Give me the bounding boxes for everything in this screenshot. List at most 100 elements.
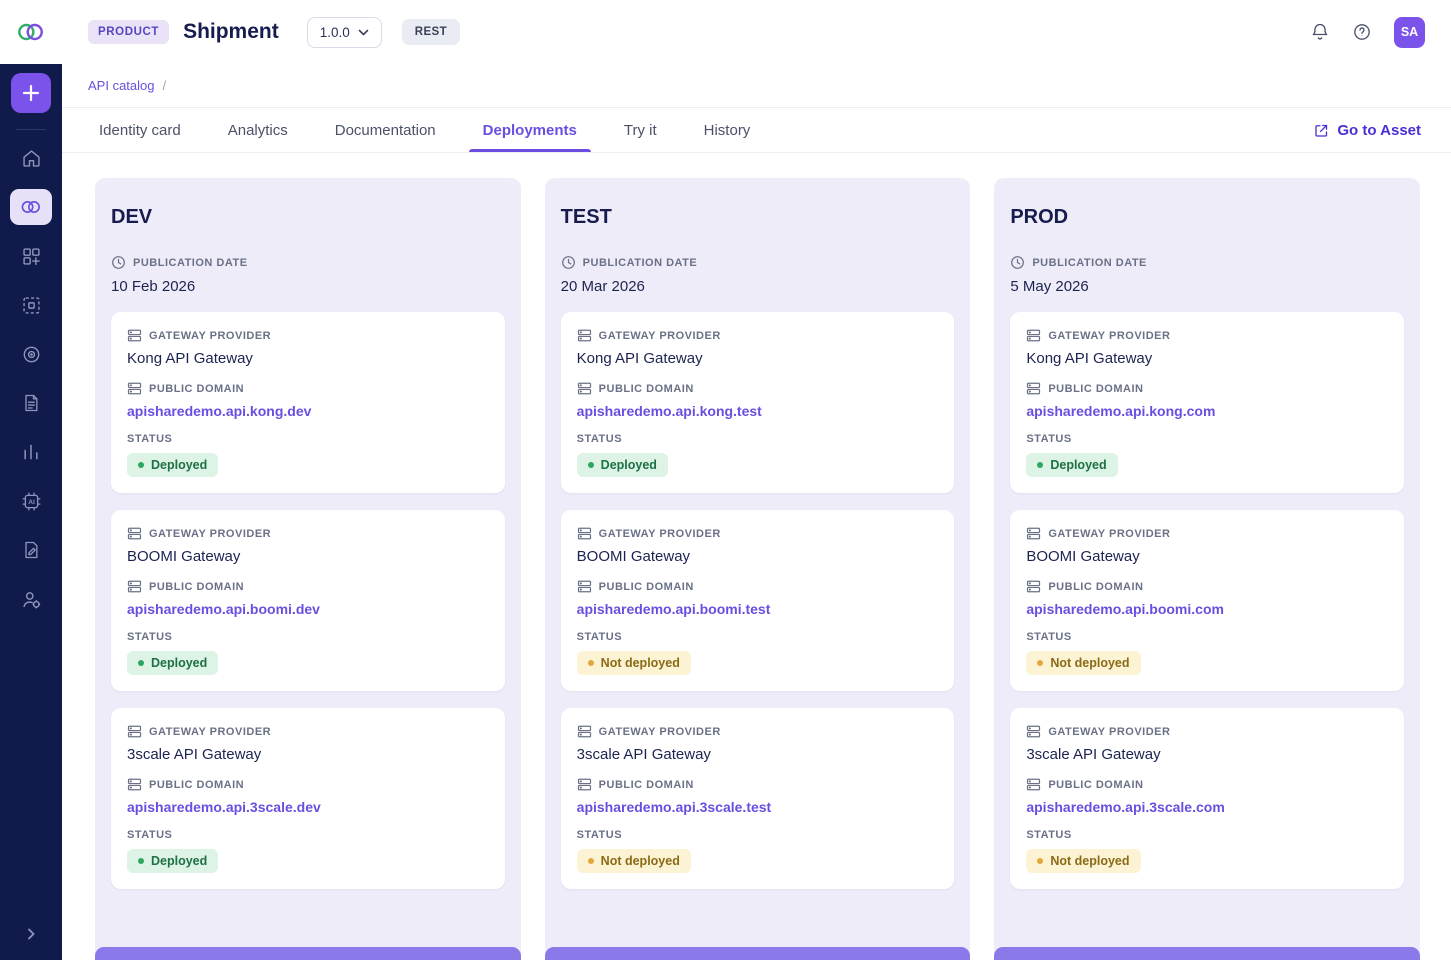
gateway-provider-row: GATEWAY PROVIDER [577,526,939,541]
public-domain-row: PUBLIC DOMAIN [127,579,489,594]
notifications-button[interactable] [1310,22,1330,42]
sidebar-item-documents[interactable] [10,385,52,421]
gateway-name: BOOMI Gateway [1026,548,1140,565]
app-logo[interactable] [0,0,62,64]
product-type-badge: PRODUCT [88,20,170,44]
status-badge: Deployed [576,453,668,477]
status-badge: Deployed [127,453,219,477]
gateway-provider-label: GATEWAY PROVIDER [149,329,272,342]
gateway-provider-row: GATEWAY PROVIDER [127,526,489,541]
deployment-card: GATEWAY PROVIDER BOOMI Gateway PUBLIC DO… [1010,510,1405,691]
gateway-provider-label: GATEWAY PROVIDER [1048,725,1171,738]
status-dot-icon [138,858,144,864]
go-to-asset-label: Go to Asset [1337,121,1421,139]
help-button[interactable] [1352,22,1372,42]
sidebar-item-workspace[interactable] [10,287,52,323]
create-button[interactable] [11,73,51,113]
publication-date-row: PUBLICATION DATE [561,255,955,270]
tab-documentation[interactable]: Documentation [333,108,438,152]
sidebar-item-modules[interactable] [10,238,52,274]
deployment-card: GATEWAY PROVIDER BOOMI Gateway PUBLIC DO… [560,510,955,691]
gateway-provider-row: GATEWAY PROVIDER [1026,724,1388,739]
status-dot-icon [1037,660,1044,666]
sidebar-item-target[interactable] [10,336,52,372]
tab-analytics[interactable]: Analytics [226,108,290,152]
status-text: Not deployed [1050,656,1130,670]
server-stack-icon [577,329,591,342]
user-gear-icon [22,591,40,609]
server-stack-icon [577,527,591,540]
gateway-name: BOOMI Gateway [576,548,691,565]
topbar-actions: SA [1310,16,1425,48]
sidebar-item-user-settings[interactable] [10,581,52,617]
tab-deployments[interactable]: Deployments [468,108,592,152]
status-badge: Deployed [127,849,219,873]
page-title: Shipment [183,20,279,43]
status-text: Not deployed [600,854,680,868]
deployment-card: GATEWAY PROVIDER Kong API Gateway PUBLIC… [1010,312,1405,493]
status-label: STATUS [576,631,623,643]
public-domain-link[interactable]: apisharedemo.api.3scale.com [1026,799,1225,815]
sidebar-item-contracts[interactable] [10,532,52,568]
tab-try-it[interactable]: Try it [622,108,659,152]
version-dropdown[interactable]: 1.0.0 [306,16,382,48]
server-stack-icon [577,382,591,395]
gateway-name: Kong API Gateway [576,350,703,367]
breadcrumb-api-catalog[interactable]: API catalog [88,78,155,93]
public-domain-row: PUBLIC DOMAIN [1026,579,1388,594]
public-domain-label: PUBLIC DOMAIN [598,580,694,593]
status-label: STATUS [576,829,623,841]
sidebar-item-ai[interactable]: AI [10,483,52,519]
server-stack-icon [1027,382,1041,395]
document-icon [25,394,38,412]
publication-date-row: PUBLICATION DATE [1010,255,1404,270]
status-label: STATUS [576,433,623,445]
server-stack-icon [127,527,142,540]
public-domain-label: PUBLIC DOMAIN [149,778,245,791]
deployment-card: GATEWAY PROVIDER BOOMI Gateway PUBLIC DO… [111,510,505,691]
tab-identity-card[interactable]: Identity card [97,108,183,152]
server-stack-icon [1027,725,1041,738]
status-dot-icon [587,858,594,864]
deployments-content: DEV PUBLICATION DATE 10 Feb 2026 GATEWAY… [62,153,1451,960]
public-domain-link[interactable]: apisharedemo.api.boomi.com [1026,601,1224,617]
public-domain-link[interactable]: apisharedemo.api.boomi.dev [127,601,320,617]
tab-history[interactable]: History [702,108,753,152]
status-dot-icon [1037,462,1044,468]
status-text: Deployed [151,854,208,868]
gateway-name: 3scale API Gateway [576,746,711,763]
public-domain-row: PUBLIC DOMAIN [577,381,939,396]
user-avatar[interactable]: SA [1394,16,1425,48]
gateway-name: BOOMI Gateway [127,548,241,565]
home-icon [22,149,40,167]
dashed-frame-icon [22,296,40,314]
public-domain-link[interactable]: apisharedemo.api.3scale.dev [127,799,321,815]
main-area: PRODUCT Shipment 1.0.0 REST SA API catal… [62,0,1451,960]
server-stack-icon [127,329,142,342]
tabs-bar: Identity card Analytics Documentation De… [62,108,1451,153]
public-domain-link[interactable]: apisharedemo.api.3scale.test [576,799,772,815]
gateway-provider-label: GATEWAY PROVIDER [598,329,721,342]
status-dot-icon [587,462,594,468]
server-stack-icon [127,382,142,395]
public-domain-link[interactable]: apisharedemo.api.boomi.test [576,601,771,617]
next-card-peek [95,947,521,960]
bar-chart-icon [24,444,38,460]
next-card-peek [544,947,971,960]
sidebar-item-analytics[interactable] [10,434,52,470]
sidebar-item-home[interactable] [10,140,52,176]
public-domain-link[interactable]: apisharedemo.api.kong.test [576,403,762,419]
status-label: STATUS [1026,829,1072,841]
public-domain-row: PUBLIC DOMAIN [127,381,489,396]
breadcrumb: API catalog / [62,64,1451,108]
public-domain-link[interactable]: apisharedemo.api.kong.com [1026,403,1216,419]
public-domain-row: PUBLIC DOMAIN [1026,777,1388,792]
sidebar-item-api-products[interactable] [10,189,52,225]
go-to-asset-button[interactable]: Go to Asset [1314,108,1421,152]
publication-date-label: PUBLICATION DATE [582,256,698,269]
sidebar-nav: AI [0,140,62,617]
public-domain-link[interactable]: apisharedemo.api.kong.dev [127,403,312,419]
gateway-provider-row: GATEWAY PROVIDER [1026,526,1388,541]
sidebar-expand-button[interactable] [23,926,39,942]
next-card-peek [994,947,1421,960]
